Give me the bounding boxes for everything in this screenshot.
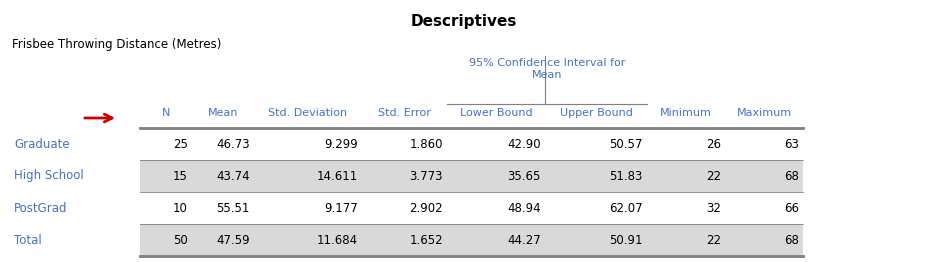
Text: 42.90: 42.90 [507, 138, 540, 150]
Text: N: N [161, 108, 170, 118]
Text: 3.773: 3.773 [409, 170, 442, 183]
Text: 26: 26 [705, 138, 720, 150]
Text: Maximum: Maximum [736, 108, 791, 118]
Bar [140, 224, 802, 256]
Bar [140, 128, 802, 160]
Bar [140, 160, 802, 192]
Text: 47.59: 47.59 [216, 233, 249, 247]
Text: 44.27: 44.27 [507, 233, 540, 247]
Text: 95% Confidence Interval for
Mean: 95% Confidence Interval for Mean [468, 58, 625, 80]
Text: 1.860: 1.860 [409, 138, 442, 150]
Text: 51.83: 51.83 [609, 170, 642, 183]
Text: Minimum: Minimum [659, 108, 711, 118]
Text: Std. Deviation: Std. Deviation [268, 108, 348, 118]
Text: Frisbee Throwing Distance (Metres): Frisbee Throwing Distance (Metres) [12, 38, 222, 51]
Text: 32: 32 [705, 201, 720, 215]
Text: High School: High School [14, 170, 83, 183]
Text: 68: 68 [783, 170, 798, 183]
Text: 15: 15 [173, 170, 188, 183]
Text: Lower Bound: Lower Bound [459, 108, 532, 118]
Text: 55.51: 55.51 [216, 201, 249, 215]
Text: 35.65: 35.65 [507, 170, 540, 183]
Text: Total: Total [14, 233, 42, 247]
Text: PostGrad: PostGrad [14, 201, 68, 215]
Text: 22: 22 [705, 233, 720, 247]
Text: 14.611: 14.611 [316, 170, 358, 183]
Text: Descriptives: Descriptives [411, 14, 516, 29]
Text: 9.177: 9.177 [324, 201, 358, 215]
Text: 48.94: 48.94 [507, 201, 540, 215]
Text: 2.902: 2.902 [409, 201, 442, 215]
Text: 63: 63 [783, 138, 798, 150]
Text: 9.299: 9.299 [324, 138, 358, 150]
Text: 43.74: 43.74 [216, 170, 249, 183]
Text: 10: 10 [173, 201, 188, 215]
Bar [140, 192, 802, 224]
Text: 22: 22 [705, 170, 720, 183]
Text: Mean: Mean [208, 108, 238, 118]
Text: 66: 66 [783, 201, 798, 215]
Text: Graduate: Graduate [14, 138, 70, 150]
Text: 50: 50 [173, 233, 188, 247]
Text: Upper Bound: Upper Bound [559, 108, 632, 118]
Text: 11.684: 11.684 [316, 233, 358, 247]
Text: 50.57: 50.57 [609, 138, 642, 150]
Text: 25: 25 [173, 138, 188, 150]
Text: 46.73: 46.73 [216, 138, 249, 150]
Text: 62.07: 62.07 [609, 201, 642, 215]
Text: Std. Error: Std. Error [377, 108, 430, 118]
Text: 50.91: 50.91 [609, 233, 642, 247]
Text: 1.652: 1.652 [409, 233, 442, 247]
Text: 68: 68 [783, 233, 798, 247]
